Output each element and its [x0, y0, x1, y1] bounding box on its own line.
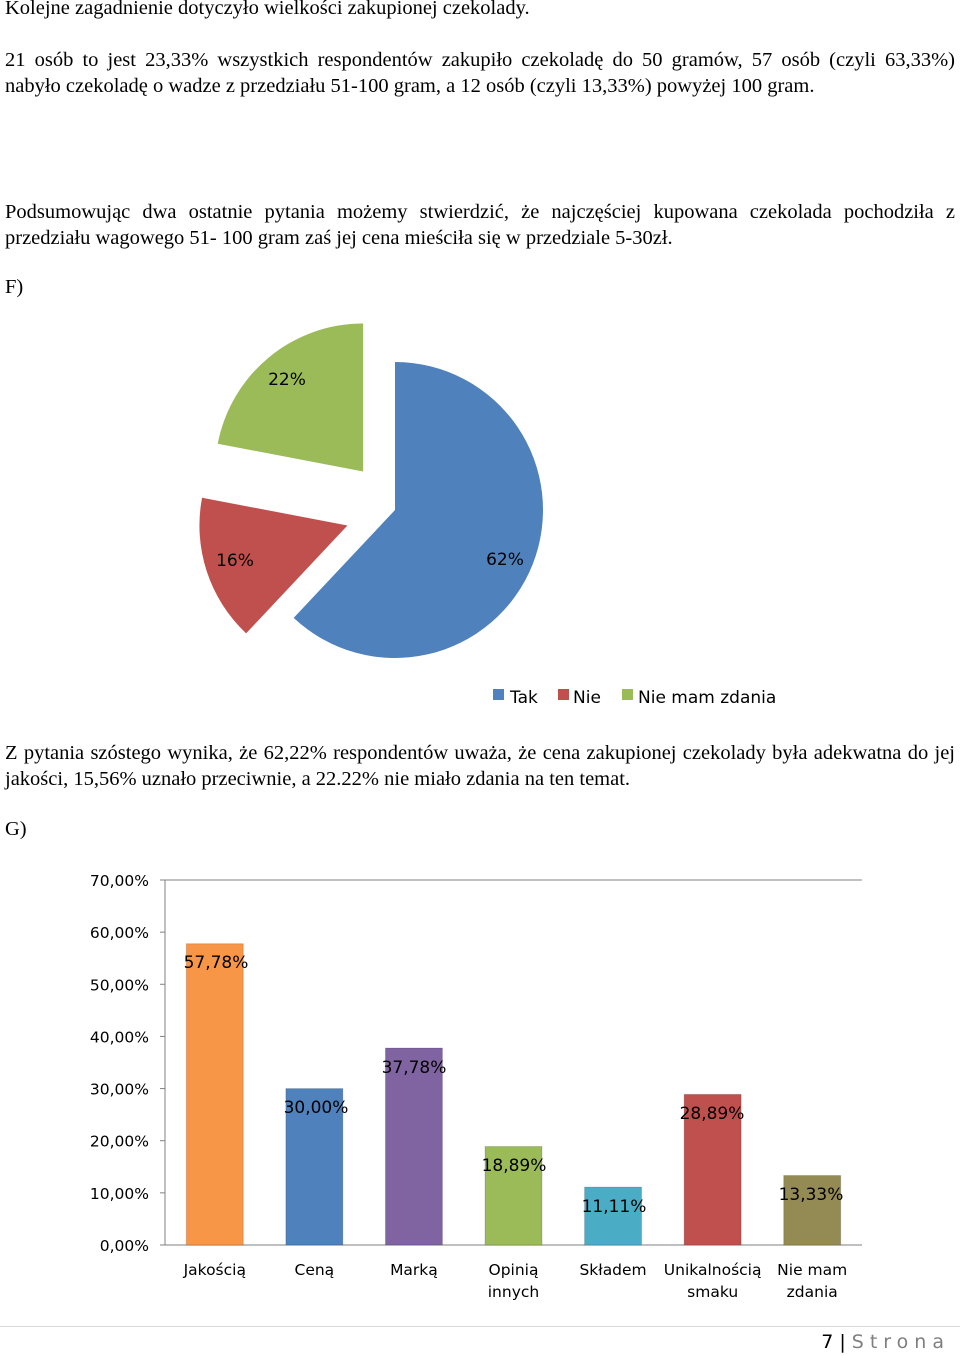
page-number: 7: [821, 1331, 834, 1353]
pie-label-tak: 62%: [486, 550, 524, 570]
bar-value-label: 18,89%: [482, 1156, 547, 1176]
footer-separator: |: [839, 1331, 846, 1353]
bar-nie-mam-zdania: [783, 1174, 842, 1246]
legend-swatch-tak: [493, 689, 504, 700]
bar-value-label: 28,89%: [680, 1104, 745, 1124]
bar-unikalno-ci-smaku: [683, 1093, 742, 1246]
x-category-label: innych: [488, 1283, 539, 1301]
x-category-label: Marką: [390, 1261, 438, 1279]
footer-word: Strona: [851, 1331, 950, 1353]
paragraph-intro: Kolejne zagadnienie dotyczyło wielkości …: [5, 0, 530, 19]
y-tick-label: 50,00%: [90, 976, 149, 994]
bar-chart: 0,00% 10,00% 20,00% 30,00% 40,00% 50,00% 60,00…: [90, 872, 862, 1301]
bar-value-label: 13,33%: [779, 1185, 844, 1205]
bar-value-label: 57,78%: [184, 953, 249, 973]
x-category-label: smaku: [687, 1283, 738, 1301]
x-category-label: Nie mam: [777, 1261, 847, 1279]
bar-cen: [285, 1088, 344, 1246]
bar-sk-adem: [584, 1186, 643, 1246]
paragraph-summary: Podsumowując dwa ostatnie pytania możemy…: [5, 201, 955, 249]
y-tick-label: 0,00%: [100, 1237, 149, 1255]
footer-divider: [0, 1326, 960, 1327]
legend-label-nie: Nie: [573, 688, 601, 708]
bar-opini-innych: [484, 1146, 543, 1246]
bar-mark: [384, 1047, 443, 1246]
bar-jako-ci: [185, 943, 244, 1246]
x-category-label: Opinią: [489, 1261, 539, 1279]
section-label-f: F): [5, 276, 24, 298]
y-tick-label: 30,00%: [90, 1081, 149, 1099]
legend-label-tak: Tak: [509, 688, 538, 708]
section-label-g: G): [5, 818, 27, 840]
pie-slice-nie-mam-zdania: [217, 323, 364, 472]
pie-label-nie-mam-zdania: 22%: [268, 370, 306, 390]
legend-swatch-nie: [558, 689, 569, 700]
x-category-label: Unikalnością: [664, 1261, 762, 1279]
bar-value-label: 30,00%: [284, 1098, 349, 1118]
x-category-label: zdania: [787, 1283, 838, 1301]
pie-slice-tak: [293, 362, 543, 658]
x-category-label: Jakością: [183, 1261, 246, 1279]
y-tick-label: 10,00%: [90, 1185, 149, 1203]
y-tick-label: 70,00%: [90, 872, 149, 890]
paragraph-price-results: Z pytania szóstego wynika, że 62,22% res…: [5, 742, 955, 790]
pie-slice-nie: [199, 497, 348, 634]
page-footer: 7 | Strona: [821, 1331, 950, 1353]
bar-value-label: 37,78%: [382, 1058, 447, 1078]
legend-label-nie-mam-zdania: Nie mam zdania: [638, 688, 776, 708]
x-category-label: Składem: [579, 1261, 646, 1279]
x-category-label: Ceną: [295, 1261, 335, 1279]
legend-swatch-nie-mam-zdania: [622, 689, 633, 700]
y-tick-label: 40,00%: [90, 1028, 149, 1046]
pie-label-nie: 16%: [216, 551, 254, 571]
paragraph-weight-results: 21 osób to jest 23,33% wszystkich respon…: [5, 49, 955, 97]
y-tick-label: 20,00%: [90, 1133, 149, 1151]
bar-value-label: 11,11%: [582, 1197, 647, 1217]
pie-chart: 62% 16% 22% Tak Nie Nie mam zdania: [199, 323, 776, 708]
y-tick-label: 60,00%: [90, 924, 149, 942]
